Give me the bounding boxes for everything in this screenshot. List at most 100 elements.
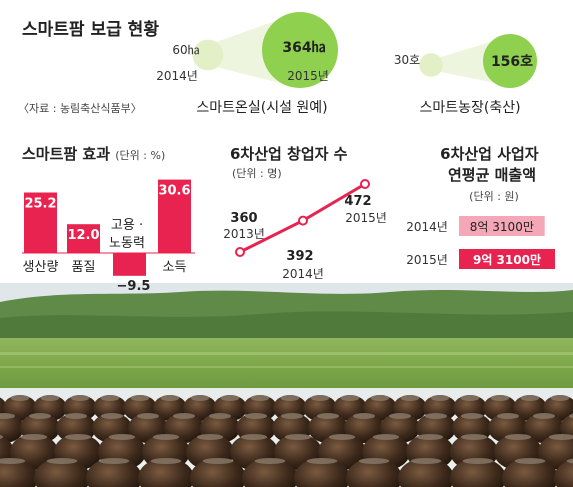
jar-lid-decoration: [64, 434, 92, 440]
founders-point: [235, 247, 245, 257]
jar-lid-decoration: [358, 458, 390, 464]
effect-category-label: 소득: [163, 260, 187, 275]
effect-value-label: 12.0: [67, 228, 99, 243]
jar-lid-decoration: [152, 434, 180, 440]
jar-lid-decoration: [70, 395, 90, 401]
founders-year-label: 2014년: [282, 267, 324, 281]
jar-lid-decoration: [389, 413, 411, 419]
jar-lid-decoration: [245, 413, 267, 419]
jar-lid-decoration: [353, 413, 375, 419]
livestock-title: 스마트농장(축산): [419, 100, 520, 116]
jar-lid-decoration: [40, 395, 60, 401]
jar-lid-decoration: [202, 458, 234, 464]
greenhouse-2014-bubble: [192, 39, 224, 71]
smart-livestock-bubbles: 30호 156호 스마트농장(축산): [394, 34, 537, 116]
jar-lid-decoration: [462, 458, 494, 464]
jar-decoration: [138, 458, 194, 487]
jar-lid-decoration: [569, 413, 573, 419]
jar-lid-decoration: [317, 413, 339, 419]
jar-decoration: [502, 458, 558, 487]
jar-lid-decoration: [240, 434, 268, 440]
jar-lid-decoration: [425, 413, 447, 419]
jar-lid-decoration: [130, 395, 150, 401]
jar-decoration: [346, 458, 402, 487]
effect-bar: [113, 253, 146, 276]
revenue-bar: [459, 249, 555, 269]
jar-decoration: [242, 458, 298, 487]
jar-lid-decoration: [137, 413, 159, 419]
greenhouse-2014-value: 60㏊: [172, 43, 199, 57]
jar-decoration: [344, 413, 384, 443]
jar-decoration: [450, 458, 506, 487]
jar-lid-decoration: [280, 395, 300, 401]
jar-lid-decoration: [461, 413, 483, 419]
jar-lid-decoration: [460, 395, 480, 401]
jar-lid-decoration: [281, 413, 303, 419]
effect-category-label: 고용 · 노동력: [109, 218, 145, 251]
founders-unit: (단위 : 명): [232, 167, 282, 180]
jar-lid-decoration: [416, 434, 444, 440]
effect-unit: (단위 : %): [115, 149, 165, 162]
founders-value-label: 472: [344, 194, 371, 209]
jar-lid-decoration: [173, 413, 195, 419]
jar-lid-decoration: [108, 434, 136, 440]
jar-lid-decoration: [250, 395, 270, 401]
livestock-small-value: 30호: [394, 53, 420, 67]
effect-value-label: 25.2: [24, 197, 56, 212]
revenue-value-label: 8억 3100만: [470, 220, 534, 234]
jar-lid-decoration: [65, 413, 87, 419]
effect-bar: [67, 224, 100, 253]
jar-lid-decoration: [514, 458, 546, 464]
greenhouse-2015-year: 2015년: [287, 69, 329, 83]
jar-decoration: [538, 434, 573, 470]
effect-category-label: 품질: [72, 260, 96, 275]
jar-decoration: [86, 458, 142, 487]
jar-lid-decoration: [306, 458, 338, 464]
jar-lid-decoration: [550, 395, 570, 401]
jar-lid-decoration: [209, 413, 231, 419]
jar-lid-decoration: [400, 395, 420, 401]
jar-lid-decoration: [160, 395, 180, 401]
jar-lid-decoration: [10, 395, 30, 401]
livestock-large-value: 156호: [491, 54, 533, 70]
jar-lid-decoration: [370, 395, 390, 401]
revenue-title: 6차산업 사업자 연평균 매출액: [440, 145, 544, 184]
jar-decoration: [398, 458, 454, 487]
jar-lid-decoration: [533, 413, 555, 419]
jar-lid-decoration: [254, 458, 286, 464]
jar-lid-decoration: [410, 458, 442, 464]
jar-decoration: [190, 458, 246, 487]
revenue-chart: 6차산업 사업자 연평균 매출액 (단위 : 원) 2014년 8억 3100만 2…: [406, 145, 555, 269]
jar-lid-decoration: [310, 395, 330, 401]
jar-lid-decoration: [284, 434, 312, 440]
jar-lid-decoration: [0, 458, 26, 464]
greenhouse-2014-year: 2014년: [156, 69, 198, 83]
jar-lid-decoration: [430, 395, 450, 401]
effect-value-label: −9.5: [117, 279, 151, 294]
revenue-title-line2: 연평균 매출액: [448, 166, 536, 184]
jar-lid-decoration: [460, 434, 488, 440]
founders-value-label: 360: [230, 211, 257, 226]
jar-lid-decoration: [29, 413, 51, 419]
livestock-large-bubble: [483, 34, 537, 88]
jar-decoration: [34, 458, 90, 487]
jar-lid-decoration: [497, 413, 519, 419]
jar-lid-decoration: [46, 458, 78, 464]
jar-lid-decoration: [0, 413, 15, 419]
founders-year-label: 2013년: [223, 227, 265, 241]
jar-lid-decoration: [220, 395, 240, 401]
effect-bar: [158, 179, 191, 253]
greenhouse-2015-bubble: [262, 12, 338, 88]
livestock-small-bubble: [419, 53, 443, 77]
jar-lid-decoration: [520, 395, 540, 401]
jar-lid-decoration: [20, 434, 48, 440]
founders-title: 6차산업 창업자 수: [230, 145, 348, 163]
jar-decoration: [0, 458, 38, 487]
jar-lid-decoration: [328, 434, 356, 440]
source-note: 〈자료 : 농림축산식품부〉: [18, 102, 142, 115]
founders-year-label: 2015년: [345, 211, 387, 225]
effect-bar: [24, 192, 57, 253]
founders-value-label: 392: [286, 249, 313, 264]
